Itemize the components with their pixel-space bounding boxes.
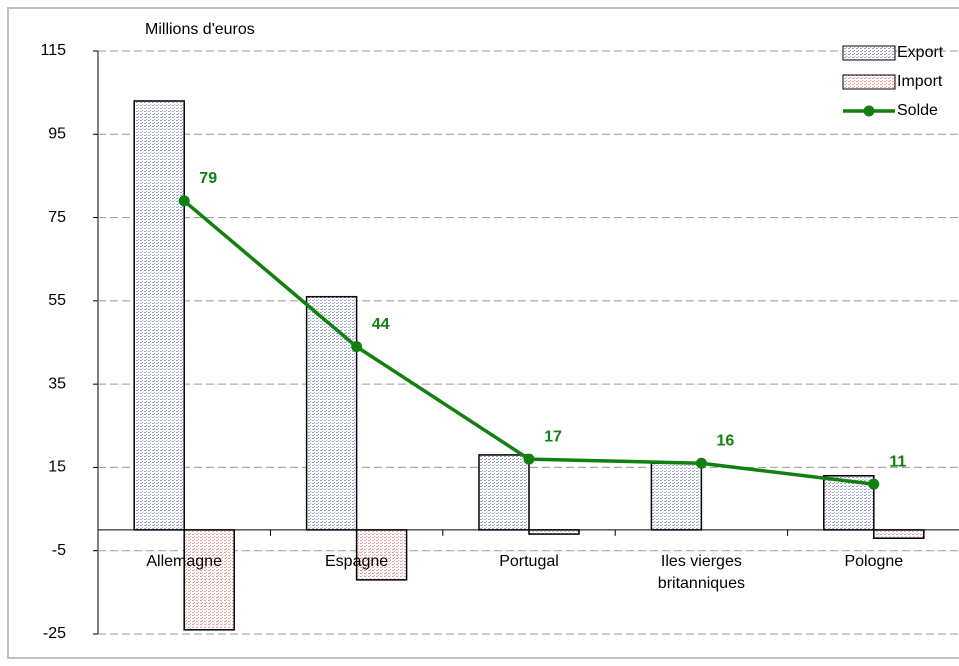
point [351, 341, 363, 353]
point [695, 457, 707, 469]
data-label: 16 [717, 432, 735, 449]
x-tick-label: Portugal [499, 553, 559, 570]
bar [183, 529, 235, 631]
y-tick-label: -25 [43, 625, 66, 642]
x-tick-label: Iles vierges britanniques [657, 553, 745, 592]
bar [478, 454, 530, 531]
y-tick-label: 75 [48, 209, 66, 226]
legend-label: Import [897, 73, 943, 90]
legend-label: Export [897, 44, 944, 61]
y-tick-label: 35 [48, 375, 66, 392]
x-tick-label: Pologne [844, 553, 904, 570]
data-label: 17 [544, 428, 562, 445]
data-label: 44 [372, 316, 390, 333]
bar [305, 295, 358, 531]
y-tick-label: 55 [48, 292, 66, 309]
point [178, 195, 190, 207]
bar [355, 529, 408, 581]
legend-swatch [863, 105, 875, 117]
line [183, 199, 875, 486]
legend-swatch [842, 74, 896, 90]
bar [650, 462, 703, 531]
y-tick-label: 115 [40, 42, 66, 59]
bar [873, 529, 925, 539]
frame [7, 7, 959, 659]
legend-label: Solde [897, 102, 938, 119]
x-tick-label: Espagne [325, 553, 389, 570]
x-tick-label: Allemagne [146, 553, 222, 570]
y-tick-label: -5 [52, 542, 66, 559]
bar [528, 529, 580, 535]
y-axis-label: Millions d'euros [145, 21, 255, 38]
y-tick-label: 95 [48, 126, 66, 143]
data-label: 79 [199, 170, 217, 187]
y-tick-label: 15 [48, 459, 66, 476]
point [523, 453, 535, 465]
bar [133, 100, 185, 531]
point [868, 478, 880, 490]
data-label: 11 [889, 453, 906, 470]
legend-swatch [842, 45, 896, 61]
